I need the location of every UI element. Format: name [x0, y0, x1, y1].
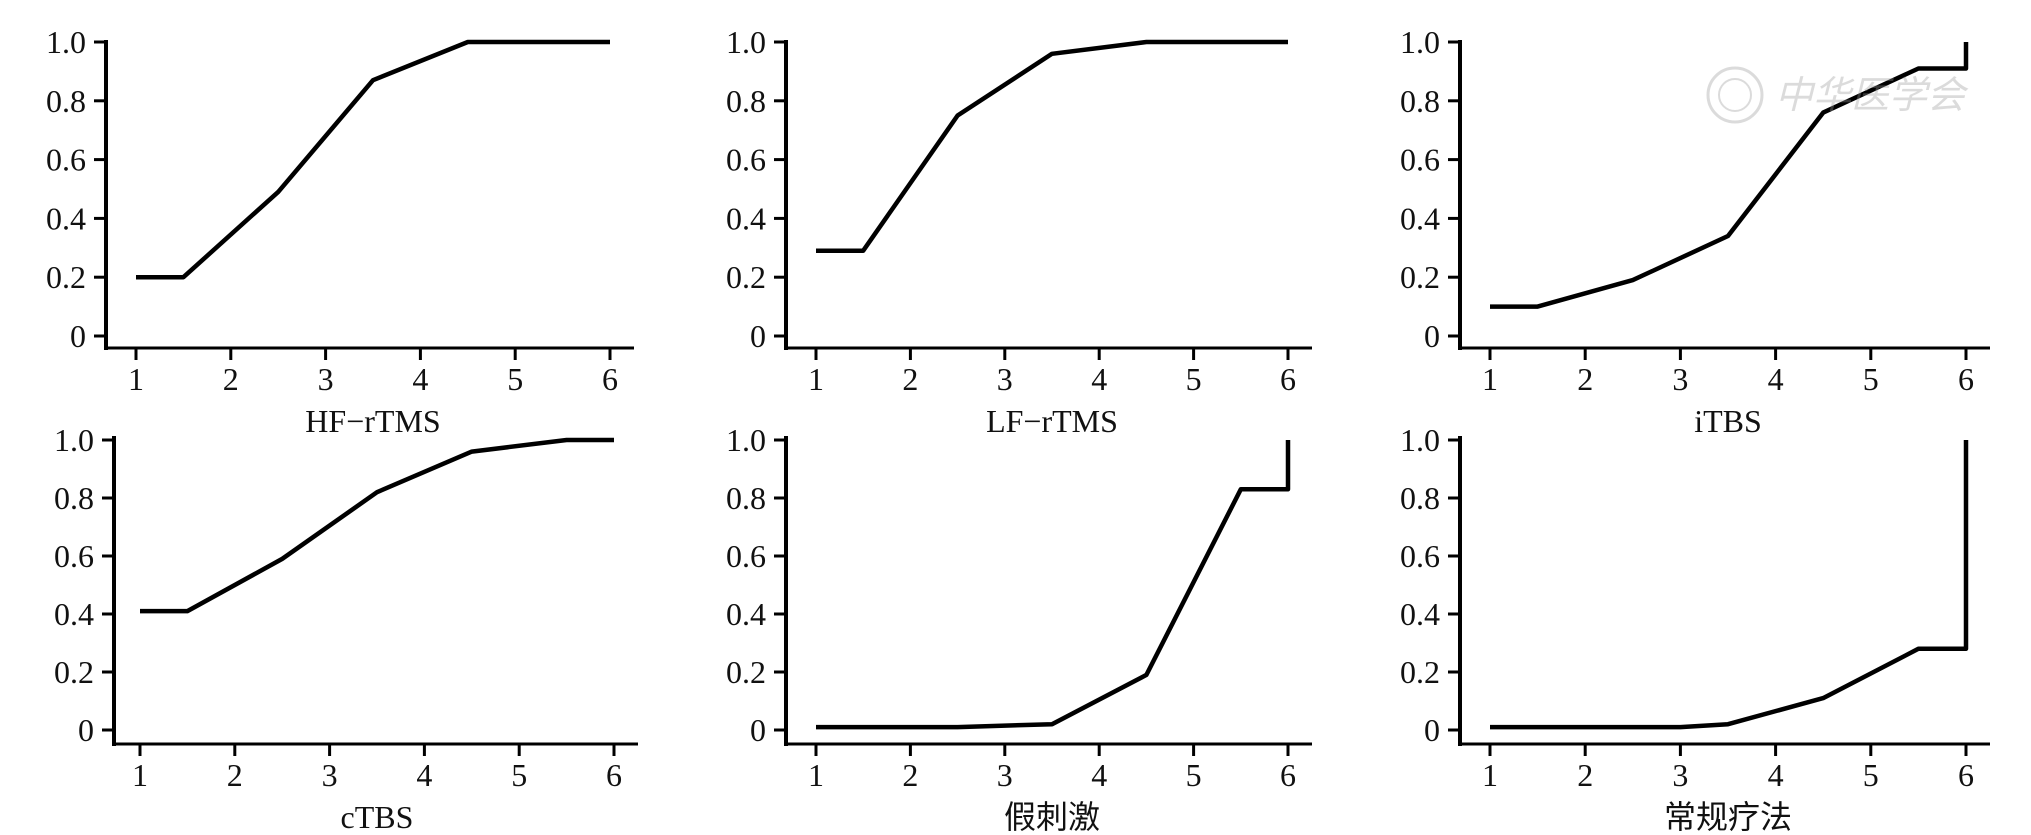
panel-xlabel: 常规疗法	[1664, 799, 1792, 835]
y-tick-label: 0.2	[1400, 259, 1440, 295]
x-tick-label: 5	[1863, 757, 1879, 793]
y-tick-label: 0.8	[726, 480, 766, 516]
x-tick-label: 1	[128, 361, 144, 397]
y-tick-label: 0	[750, 712, 766, 748]
x-tick-label: 5	[511, 757, 527, 793]
y-tick-label: 1.0	[46, 24, 86, 60]
y-tick-label: 1.0	[1400, 24, 1440, 60]
watermark-text: 中华医学会	[1775, 73, 1969, 117]
chart-panel-2: 0 0.2 0.4 0.6 0.8 1.0 1 2 3 4 5 6 LF−rTMS	[726, 24, 1312, 439]
y-tick-label: 0.4	[46, 200, 86, 236]
y-tick-label: 0.8	[1400, 83, 1440, 119]
y-tick-label: 0.8	[726, 83, 766, 119]
series-line	[1490, 42, 1969, 309]
x-tick-label: 4	[1091, 757, 1107, 793]
x-tick-label: 4	[1768, 361, 1784, 397]
y-tick-label: 0.6	[54, 538, 94, 574]
x-tick-label: 4	[412, 361, 428, 397]
x-tick-label: 2	[227, 757, 243, 793]
x-tick-label: 1	[1482, 361, 1498, 397]
series-line	[136, 39, 610, 280]
x-tick-label: 5	[1863, 361, 1879, 397]
panel-xlabel: LF−rTMS	[986, 403, 1118, 439]
y-tick-label: 0.2	[726, 259, 766, 295]
x-tick-label: 6	[602, 361, 618, 397]
series-line	[816, 39, 1288, 253]
series-line	[1490, 440, 1969, 730]
x-tick-label: 3	[318, 361, 334, 397]
y-tick-label: 1.0	[726, 422, 766, 458]
panel-xlabel: cTBS	[341, 799, 414, 835]
y-tick-label: 0	[1424, 712, 1440, 748]
chart-panel-1: 0 0.2 0.4 0.6 0.8 1.0 1 2 3 4 5 6 HF−rTMS	[46, 24, 634, 439]
y-tick-label: 1.0	[726, 24, 766, 60]
x-tick-label: 1	[808, 757, 824, 793]
y-tick-label: 0	[70, 318, 86, 354]
y-tick-label: 0.8	[1400, 480, 1440, 516]
y-tick-label: 0.8	[46, 83, 86, 119]
y-tick-label: 0.4	[726, 596, 766, 632]
x-tick-label: 3	[1672, 757, 1688, 793]
x-tick-label: 4	[1768, 757, 1784, 793]
y-tick-label: 0.6	[1400, 538, 1440, 574]
y-tick-label: 0.2	[54, 654, 94, 690]
x-tick-label: 3	[997, 361, 1013, 397]
x-tick-label: 2	[1577, 361, 1593, 397]
x-tick-label: 5	[1186, 361, 1202, 397]
x-tick-label: 5	[1186, 757, 1202, 793]
y-tick-label: 0	[750, 318, 766, 354]
watermark-logo: 中华医学会	[1706, 66, 1969, 124]
x-tick-label: 2	[223, 361, 239, 397]
panel-xlabel: iTBS	[1694, 403, 1762, 439]
x-tick-label: 6	[1280, 757, 1296, 793]
x-tick-label: 6	[606, 757, 622, 793]
chart-panel-5: 0 0.2 0.4 0.6 0.8 1.0 1 2 3 4 5 6 假刺激	[726, 422, 1312, 835]
y-tick-label: 1.0	[1400, 422, 1440, 458]
x-tick-label: 6	[1958, 361, 1974, 397]
seal-icon	[1706, 66, 1764, 124]
chart-panel-3: 0 0.2 0.4 0.6 0.8 1.0 1 2 3 4 5 6 iTBS	[1400, 24, 1990, 439]
x-tick-label: 3	[997, 757, 1013, 793]
x-tick-label: 1	[1482, 757, 1498, 793]
x-tick-label: 5	[507, 361, 523, 397]
x-tick-label: 3	[1672, 361, 1688, 397]
x-tick-label: 2	[1577, 757, 1593, 793]
y-tick-label: 0	[1424, 318, 1440, 354]
y-tick-label: 0.8	[54, 480, 94, 516]
panel-xlabel: 假刺激	[1004, 799, 1100, 835]
series-line	[140, 437, 614, 614]
y-tick-label: 0.2	[1400, 654, 1440, 690]
y-tick-label: 0.2	[726, 654, 766, 690]
y-tick-label: 0.4	[726, 200, 766, 236]
x-tick-label: 1	[808, 361, 824, 397]
x-tick-label: 6	[1280, 361, 1296, 397]
chart-panel-6: 0 0.2 0.4 0.6 0.8 1.0 1 2 3 4 5 6 常规疗法	[1400, 422, 1990, 835]
y-tick-label: 0.4	[1400, 200, 1440, 236]
x-tick-label: 6	[1958, 757, 1974, 793]
x-tick-label: 3	[322, 757, 338, 793]
y-tick-label: 0.4	[54, 596, 94, 632]
x-tick-label: 1	[132, 757, 148, 793]
y-tick-label: 0.4	[1400, 596, 1440, 632]
x-tick-label: 4	[1091, 361, 1107, 397]
x-tick-label: 2	[902, 757, 918, 793]
x-tick-label: 4	[416, 757, 432, 793]
y-tick-label: 1.0	[54, 422, 94, 458]
chart-panel-4: 0 0.2 0.4 0.6 0.8 1.0 1 2 3 4 5 6 cTBS	[54, 422, 638, 835]
panel-xlabel: HF−rTMS	[305, 403, 440, 439]
series-line	[816, 440, 1291, 730]
y-tick-label: 0.6	[46, 142, 86, 178]
y-tick-label: 0.6	[726, 142, 766, 178]
y-tick-label: 0.2	[46, 259, 86, 295]
y-tick-label: 0.6	[1400, 142, 1440, 178]
y-tick-label: 0	[78, 712, 94, 748]
x-tick-label: 2	[902, 361, 918, 397]
y-tick-label: 0.6	[726, 538, 766, 574]
